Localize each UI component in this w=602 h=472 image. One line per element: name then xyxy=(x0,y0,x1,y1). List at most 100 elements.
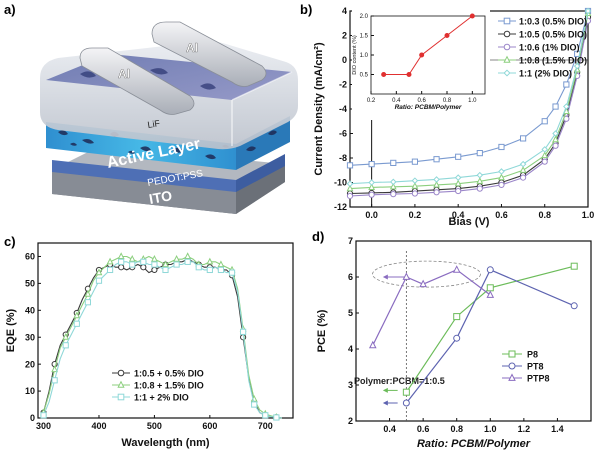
eqe-data-point xyxy=(51,377,58,384)
eqe-data-point xyxy=(217,260,225,268)
eqe-data-point xyxy=(73,311,81,319)
eqe-data-point xyxy=(195,264,202,271)
eqe-data-point xyxy=(206,257,214,265)
eqe-data-point xyxy=(184,252,192,260)
jv-x-tick-label: 0.0 xyxy=(365,210,378,220)
pce-axis-arrowhead xyxy=(382,387,388,393)
jv-data-point xyxy=(541,158,548,165)
jv-data-point xyxy=(498,173,505,181)
jv-data-point xyxy=(552,130,559,137)
pce-legend-label: PT8 xyxy=(527,362,544,372)
pce-x-axis-title: Ratio: PCBM/Polymer xyxy=(417,438,531,450)
jv-data-point xyxy=(476,185,483,192)
eqe-data-point xyxy=(140,264,147,271)
eqe-data-point xyxy=(106,266,114,274)
jv-y-tick-label: -6 xyxy=(339,129,347,139)
lif-label: LiF xyxy=(147,118,161,130)
dio-x-tick-label: 1.0 xyxy=(468,98,477,104)
dio-y-tick-label: 1.0 xyxy=(360,53,369,59)
dio-data-point xyxy=(381,72,387,77)
eqe-plot-frame xyxy=(37,242,294,419)
eqe-data-point xyxy=(129,261,136,268)
jv-y-axis-title: Current Density (mA/cm²) xyxy=(313,42,325,176)
jv-data-point xyxy=(476,177,484,184)
jv-x-tick-label: 0.8 xyxy=(538,210,551,220)
dio-axes: 0.2 0.4 0.6 0.8 1.0 0.5 1.0 1.5 2.0 Ratio: PCBM/P… xyxy=(352,13,486,111)
al-label-right: Al xyxy=(186,41,198,55)
eqe-data-point xyxy=(162,266,169,274)
jv-data-point xyxy=(519,166,527,173)
jv-y-tick-label: -12 xyxy=(334,202,347,212)
eqe-x-tick-label: 600 xyxy=(202,421,217,431)
jv-legend-label: 1:0.8 (1.5% DIO) xyxy=(519,56,587,66)
jv-data-point xyxy=(368,161,375,168)
jv-legend-label: 1:0.6 (1% DIO) xyxy=(519,43,580,53)
pce-plot-frame xyxy=(355,240,592,422)
pce-y-axis-title: PCE (%) xyxy=(316,309,328,352)
eqe-data-point xyxy=(151,254,158,262)
panel-b-label: b) xyxy=(300,2,312,17)
eqe-data-point xyxy=(40,412,47,419)
pce-y-tick-label: 7 xyxy=(348,236,353,246)
dio-data-point xyxy=(406,72,412,77)
jv-y-tick-label: 2 xyxy=(342,31,347,41)
jv-data-point xyxy=(541,118,548,125)
jv-data-point xyxy=(541,151,549,159)
jv-data-point xyxy=(368,191,375,198)
jv-data-point xyxy=(411,190,419,197)
jv-x-tick-label: 0.4 xyxy=(452,210,465,220)
pce-x-tick-label: 0.8 xyxy=(450,424,463,434)
pce-data-point xyxy=(570,262,578,270)
pce-legend: P8 PT8 PTP8 xyxy=(502,350,550,384)
jv-data-point xyxy=(346,180,354,188)
pce-data-point xyxy=(570,302,578,310)
jv-data-point xyxy=(390,159,397,167)
pce-legend-marker xyxy=(508,350,516,358)
pce-annotation: Polymer:PCBM=1:0.5 xyxy=(354,376,445,386)
eqe-data-point xyxy=(162,260,169,268)
pce-y-tick-label: 2 xyxy=(348,416,353,426)
pce-data-point xyxy=(402,399,410,407)
jv-x-tick-label: 0.2 xyxy=(409,210,422,220)
jv-data-point xyxy=(368,179,375,186)
panel-a-label: a) xyxy=(4,2,16,17)
pce-x-tick-label: 1.2 xyxy=(518,424,531,434)
jv-data-point xyxy=(563,103,570,110)
jv-data-point xyxy=(584,7,592,15)
jv-x-axis-title: Bias (V) xyxy=(449,216,490,228)
eqe-data-point xyxy=(118,258,125,265)
ito-label: ITO xyxy=(148,187,174,207)
jv-legend-marker xyxy=(503,17,511,25)
eqe-data-point xyxy=(84,289,92,297)
jv-series-line xyxy=(349,10,589,185)
pce-data-point xyxy=(453,313,461,321)
jv-data-point xyxy=(552,142,559,149)
pce-data-point xyxy=(453,334,461,342)
eqe-data-point xyxy=(151,266,158,274)
jv-data-point xyxy=(433,156,440,163)
eqe-legend-marker xyxy=(117,380,125,388)
panel-c-label: c) xyxy=(4,234,16,249)
dio-x-tick-label: 0.4 xyxy=(392,98,401,104)
eqe-data-point xyxy=(173,254,180,262)
jv-data-point xyxy=(541,146,549,153)
eqe-data-point xyxy=(95,277,103,284)
eqe-data-point xyxy=(262,412,269,419)
jv-data-point xyxy=(433,189,440,196)
jv-data-point xyxy=(455,187,462,195)
eqe-legend-marker xyxy=(117,393,125,401)
jv-data-point xyxy=(563,81,570,88)
eqe-data-point xyxy=(240,328,247,335)
al-electrode-right xyxy=(151,21,267,87)
pce-x-tick-label: 0.6 xyxy=(417,424,430,434)
dio-data-point xyxy=(469,13,475,19)
jv-data-point xyxy=(552,103,559,110)
eqe-y-axis-title: EQE (%) xyxy=(5,308,17,352)
eqe-data-point xyxy=(95,268,103,276)
pedot-layer xyxy=(52,154,285,192)
eqe-data-point xyxy=(217,266,225,274)
jv-legend-label: 1:0.3 (0.5% DIO) xyxy=(519,17,587,27)
pce-axes: 0.4 0.6 0.8 1.0 1.2 1.4 2 3 4 5 6 7 Ratio: PCBM/Poly… xyxy=(316,236,592,450)
jv-data-point xyxy=(346,192,354,200)
eqe-y-tick-label: 10 xyxy=(25,386,35,396)
